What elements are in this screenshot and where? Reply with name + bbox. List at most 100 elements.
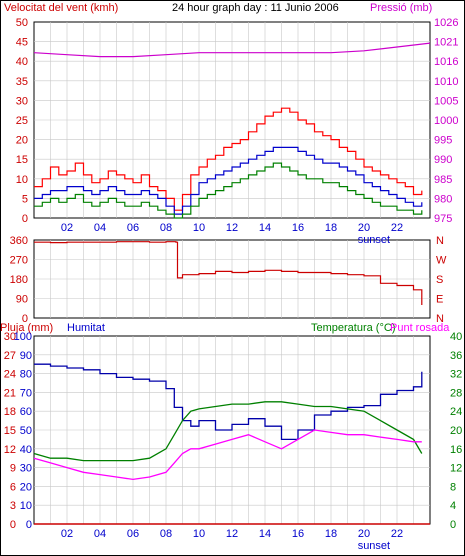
pressure-y-tick: 1026 [434,17,458,29]
wind-x-tick: 06 [127,222,139,234]
dewpoint-line [33,429,422,481]
pressure-y-tick: 995 [434,135,452,147]
pressure-y-tick: 980 [434,193,452,205]
rain-y-tick: 9 [10,463,16,475]
pressure-y-tick: 1010 [434,76,458,88]
direction-y-tick: 90 [16,294,28,306]
rain-y-tick: 27 [4,350,16,362]
humidity-x-tick: 18 [325,528,337,540]
temperature-y-tick: 12 [450,463,462,475]
rain-y-tick: 15 [4,425,16,437]
compass-y-tick: N [436,235,444,247]
pressure-y-tick: 1000 [434,115,458,127]
wind-x-tick: 16 [292,222,304,234]
wind-y-tick: 0 [22,213,28,225]
rain-y-tick: 6 [10,481,16,493]
temperature-y-tick: 20 [450,425,462,437]
wind-y-tick: 10 [16,174,28,186]
temperature-title: Temperatura (°C) [311,322,395,334]
wind-y-tick: 30 [16,95,28,107]
humidity-x-tick: 22 [391,528,403,540]
pressure-y-tick: 1005 [434,95,458,107]
wind-y-tick: 50 [16,17,28,29]
rain-y-tick: 18 [4,406,16,418]
temperature-y-tick: 28 [450,387,462,399]
humidity-x-tick: 06 [127,528,139,540]
humidity-y-tick: 90 [20,350,32,362]
direction-y-tick: 0 [22,313,28,325]
wind-y-tick: 35 [16,76,28,88]
humidity-line [34,363,423,441]
humidity-y-tick: 50 [20,425,32,437]
rain-y-tick: 3 [10,500,16,512]
wind-x-tick: 04 [94,222,106,234]
wind-x-tick: 10 [193,222,205,234]
rain-y-tick: 24 [4,369,16,381]
temperature-y-tick: 0 [450,519,456,531]
wind_green-line [34,162,423,219]
humidity-y-tick: 40 [20,444,32,456]
temperature-y-tick: 24 [450,406,462,418]
pressure-line [33,42,431,58]
temperature-y-tick: 8 [450,481,456,493]
humidity-x-tick: 04 [94,528,106,540]
humidity-y-tick: 30 [20,463,32,475]
pressure-title: Pressió (mb) [370,2,432,14]
humidity-x-tick: 20 [358,528,370,540]
wind-x-tick: 08 [160,222,172,234]
rain-y-tick: 21 [4,387,16,399]
humidity-x-tick: 08 [160,528,172,540]
page-title: 24 hour graph day : 11 Junio 2006 [172,2,339,14]
temperature-y-tick: 36 [450,350,462,362]
humidity-y-tick: 100 [14,331,32,343]
humidity-y-tick: 80 [20,369,32,381]
wind-x-tick: 14 [259,222,271,234]
direction-line [34,241,423,305]
dewpoint-title: Punt rosada [390,322,450,334]
temperature-y-tick: 4 [450,500,456,512]
humidity-title: Humitat [67,322,105,334]
wind-x-tick: 18 [325,222,337,234]
wind-y-tick: 25 [16,115,28,127]
avg_wind-line [34,146,423,215]
wind-title: Velocitat del vent (kmh) [4,2,118,14]
humidity-y-tick: 70 [20,387,32,399]
axis-labels: 0510152025303540455097598098599099510001… [4,17,463,552]
sunset-label: sunset [358,234,390,246]
temperature-y-tick: 40 [450,331,462,343]
wind-x-tick: 22 [391,222,403,234]
compass-y-tick: W [436,255,447,267]
data-series [33,42,431,525]
compass-y-tick: S [436,274,443,286]
wind-y-tick: 40 [16,56,28,68]
sunset-label: sunset [358,540,390,552]
compass-y-tick: E [436,294,443,306]
rain-y-tick: 0 [10,519,16,531]
pressure-y-tick: 1021 [434,37,458,49]
humidity-y-tick: 20 [20,481,32,493]
rain-y-tick: 12 [4,444,16,456]
direction-y-tick: 180 [10,274,28,286]
humidity-y-tick: 10 [20,500,32,512]
temperature-y-tick: 16 [450,444,462,456]
pressure-y-tick: 1016 [434,56,458,68]
humidity-x-tick: 02 [61,528,73,540]
wind-x-tick: 02 [61,222,73,234]
compass-y-tick: N [436,313,444,325]
direction-y-tick: 270 [10,255,28,267]
pressure-y-tick: 990 [434,154,452,166]
temperature-line [33,401,423,462]
humidity-y-tick: 60 [20,406,32,418]
wind-y-tick: 15 [16,154,28,166]
wind-x-tick: 20 [358,222,370,234]
pressure-y-tick: 985 [434,174,452,186]
rain-title: Pluja (mm) [0,322,53,334]
humidity-x-tick: 14 [259,528,271,540]
humidity-y-tick: 0 [26,519,32,531]
pressure-y-tick: 975 [434,213,452,225]
direction-y-tick: 360 [10,235,28,247]
gust-line [34,107,423,211]
rain-y-tick: 30 [4,331,16,343]
